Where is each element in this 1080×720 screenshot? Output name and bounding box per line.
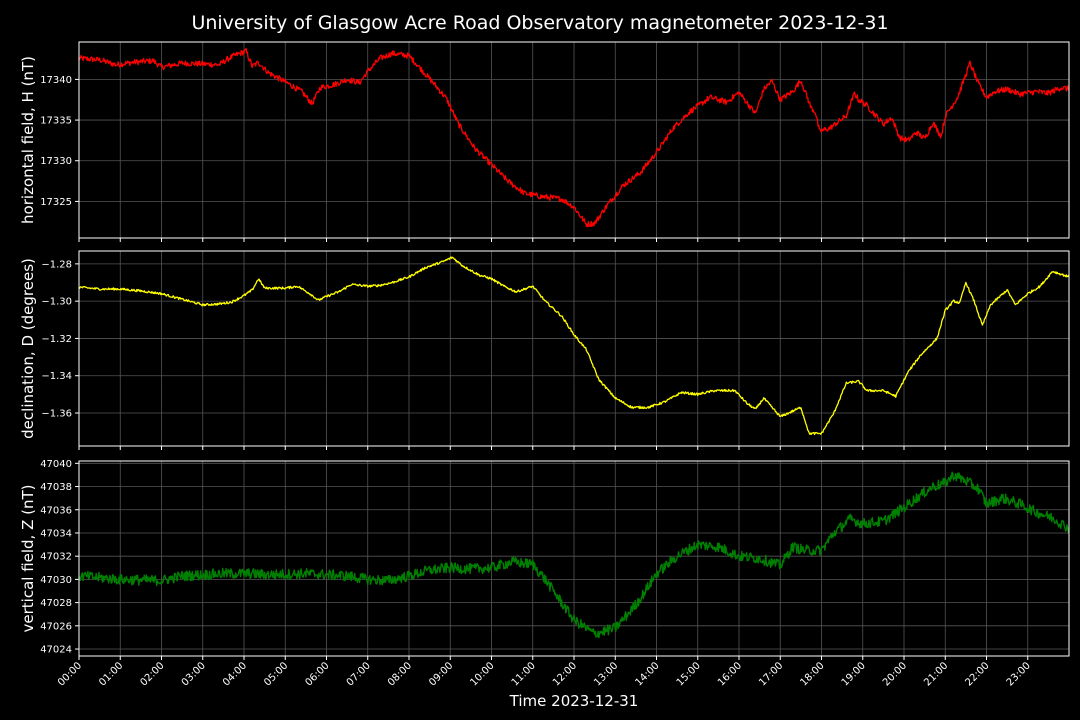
axes-frame xyxy=(78,250,1070,447)
y-tick-label: 17325 xyxy=(40,197,72,208)
y-axis-label: horizontal field, H (nT) xyxy=(19,56,37,224)
y-tick-label: 17330 xyxy=(40,156,72,167)
x-tick-label: 11:00 xyxy=(510,660,538,688)
y-tick-label: 47040 xyxy=(40,459,72,470)
chart-title: University of Glasgow Acre Road Observat… xyxy=(191,12,888,34)
x-tick-label: 18:00 xyxy=(798,660,826,688)
y-tick-label: 47038 xyxy=(40,482,72,493)
y-tick-label: 47028 xyxy=(40,598,72,609)
series-line-d xyxy=(78,256,1070,436)
panel-z: 47024 47026 47028 47030 47032 47034 47036 47038… xyxy=(19,459,1070,660)
y-tick-label: 17335 xyxy=(40,116,72,127)
x-tick-label: 20:00 xyxy=(881,660,909,688)
x-tick-label: 21:00 xyxy=(922,660,950,688)
x-tick-label: 06:00 xyxy=(303,660,331,688)
series-line-z xyxy=(78,471,1070,639)
x-tick-label: 07:00 xyxy=(345,660,373,688)
y-tick-label: −1.34 xyxy=(41,371,72,382)
x-tick-label: 04:00 xyxy=(221,660,249,688)
y-tick-label: 47026 xyxy=(40,621,72,632)
axes-frame xyxy=(78,41,1070,239)
x-tick-label: 08:00 xyxy=(386,660,414,688)
y-axis-label: declination, D (degrees) xyxy=(19,258,37,439)
x-tick-label: 10:00 xyxy=(468,660,496,688)
y-tick-label: 47030 xyxy=(40,575,72,586)
x-tick-label: 03:00 xyxy=(180,660,208,688)
x-tick-label: 14:00 xyxy=(633,660,661,688)
x-tick-label: 15:00 xyxy=(675,660,703,688)
x-tick-label: 01:00 xyxy=(97,660,125,688)
x-tick-label: 19:00 xyxy=(840,660,868,688)
x-tick-label: 22:00 xyxy=(963,660,991,688)
x-axis-ticks: 00:00 01:00 02:00 03:00 04:00 05:00 06:00 07:00… xyxy=(56,660,1033,688)
x-tick-label: 16:00 xyxy=(716,660,744,688)
axes-frame xyxy=(78,460,1070,657)
y-tick-label: −1.32 xyxy=(41,334,72,345)
y-tick-label: 47032 xyxy=(40,552,72,563)
y-tick-label: 47024 xyxy=(40,645,72,656)
x-tick-label: 23:00 xyxy=(1005,660,1033,688)
y-tick-label: 47034 xyxy=(40,528,72,539)
x-tick-label: 17:00 xyxy=(757,660,785,688)
panel-d: −1.36 −1.34 −1.32 −1.30 −1.28 declination, D … xyxy=(19,250,1070,450)
y-tick-label: −1.30 xyxy=(41,297,72,308)
y-tick-label: 47036 xyxy=(40,505,72,516)
x-tick-label: 05:00 xyxy=(262,660,290,688)
x-tick-label: 09:00 xyxy=(427,660,455,688)
x-axis-label: Time 2023-12-31 xyxy=(509,692,639,710)
x-tick-label: 13:00 xyxy=(592,660,620,688)
y-tick-label: −1.28 xyxy=(41,259,72,270)
y-tick-label: −1.36 xyxy=(41,409,72,420)
x-tick-label: 12:00 xyxy=(551,660,579,688)
y-axis-label: vertical field, Z (nT) xyxy=(19,484,37,632)
x-tick-label: 00:00 xyxy=(56,660,84,688)
x-tick-label: 02:00 xyxy=(138,660,166,688)
series-line-h xyxy=(78,47,1070,228)
y-tick-label: 17340 xyxy=(40,75,72,86)
